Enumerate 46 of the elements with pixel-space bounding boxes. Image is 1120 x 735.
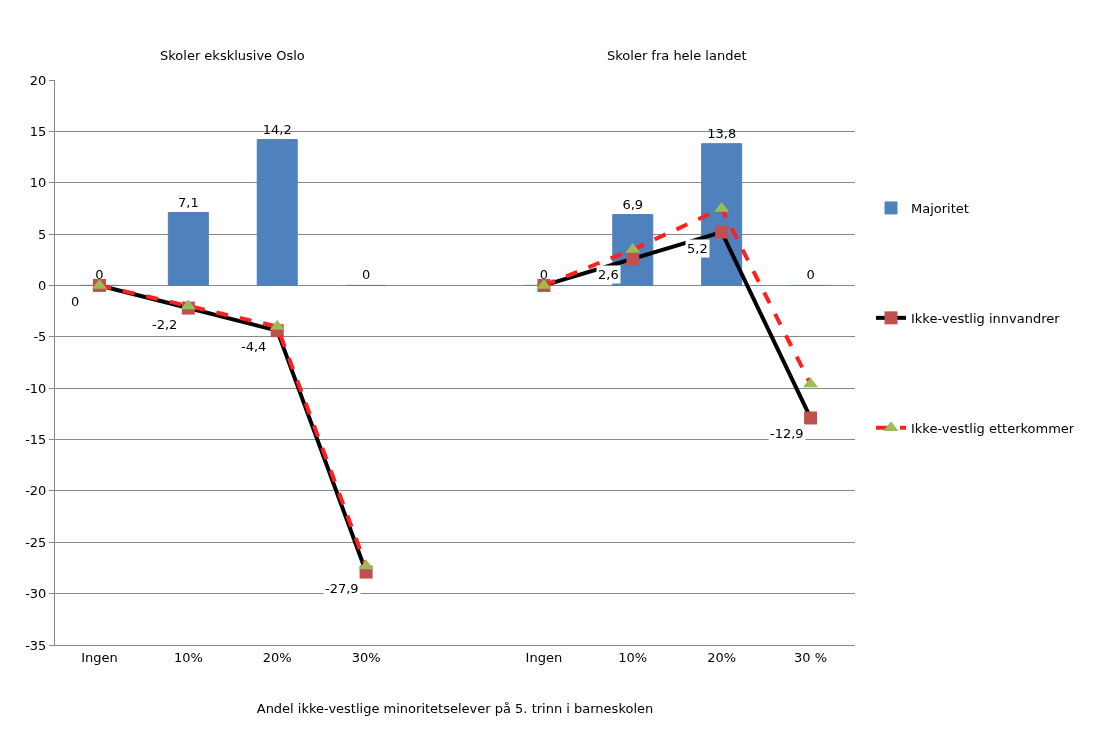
data-label: -2,2 [152,317,178,332]
x-tick-label: 10% [173,649,203,665]
point [804,411,818,425]
y-tick-label: 0 [38,278,47,293]
text: Skoler fra hele landet [607,48,747,63]
x-tick-label: Ingen [525,649,563,665]
text: Skoler eksklusive Oslo [160,48,305,63]
y-tick-label: -10 [25,380,47,396]
point [715,225,729,239]
data-label: 0 [361,267,371,283]
y-tick-label: -15 [25,432,47,448]
legend-label: Ikke-vestlig etterkommer [911,420,1075,436]
data-label: 0 [95,267,104,283]
data-label: 7,1 [177,194,199,210]
y-tick-label: 15 [29,123,47,139]
x-tick-label: 10% [618,649,648,665]
y-tick-label: -30 [25,586,47,602]
y-tick-label: -35 [25,637,47,653]
data-label: 0 [806,267,815,283]
data-label: -12,9 [770,426,804,441]
x-tick-label: 30% [351,649,381,665]
legend-label: Ikke-vestlig innvandrer [911,310,1061,326]
x-tick-label: Ingen [81,649,118,665]
data-label: 0 [71,294,80,309]
x-tick-label: 20% [707,649,737,665]
y-tick-label: 5 [38,226,47,242]
data-label: 6,9 [622,196,644,212]
bar [167,212,209,286]
data-label: 13,8 [707,125,737,141]
y-tick-label: 10 [29,175,47,191]
x-tick-label: 20% [262,649,292,665]
bar [256,139,298,286]
y-tick-label: 20 [29,72,47,88]
data-label: 2,6 [598,267,619,282]
data-label: 14,2 [262,121,292,137]
legend-label: Majoritet [911,201,969,217]
data-label: -4,4 [241,339,267,354]
x-tick-label: 30 % [794,649,828,665]
data-label: 5,2 [687,241,708,256]
x-axis-title: Andel ikke-vestlige minoritetselever på 5. trinn i barneskolen [256,701,654,717]
data-label: 0 [539,267,549,283]
y-tick-label: -5 [33,329,47,345]
y-tick-label: -20 [25,483,47,499]
data-label: -27,9 [325,581,359,596]
y-tick-label: -25 [25,534,47,550]
point [626,252,640,266]
